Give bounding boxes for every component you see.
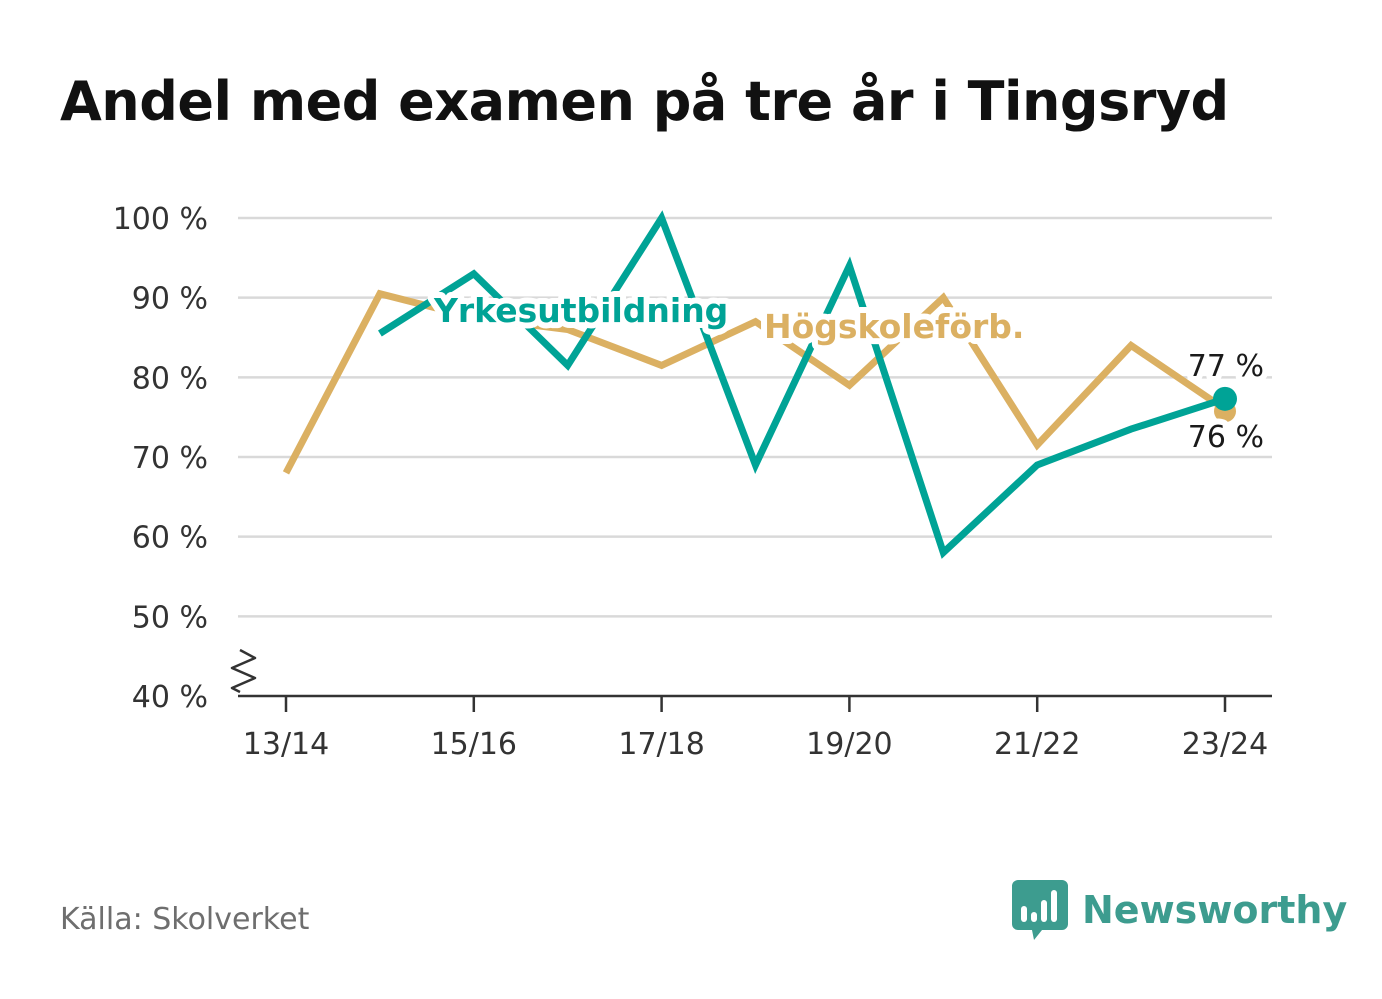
source-note: Källa: Skolverket [60,902,310,937]
brand-name: Newsworthy [1082,888,1348,932]
y-tick-label: 90 % [132,282,208,317]
y-tick-label: 40 % [132,680,208,715]
end-label-yrkesutbildning: 77 % [1188,349,1264,384]
grid-lines [238,216,1272,618]
x-tick-label: 17/18 [618,727,704,762]
series-line-hogskoleforb [282,289,1227,475]
series-label-hogskoleforb-halo: Högskoleförb. [764,307,1024,346]
y-tick-label: 70 % [132,441,208,476]
end-label-hogskoleforb: 76 % [1188,420,1264,455]
x-axis-ticks: 13/14 15/16 17/18 19/20 21/22 23/24 [243,696,1268,762]
x-tick-label: 23/24 [1182,727,1268,762]
y-tick-label: 60 % [132,521,208,556]
x-tick-label: 21/22 [994,727,1080,762]
series-line-yrkesutbildning [378,210,1227,559]
x-tick-label: 19/20 [806,727,892,762]
newsworthy-logo-icon [1012,880,1068,940]
series-label-yrkesutbildning: Yrkesutbildning [433,291,728,330]
chart-title: Andel med examen på tre år i Tingsryd [60,70,1229,133]
x-tick-label: 13/14 [243,727,329,762]
series-lines [282,210,1237,559]
x-axis [230,648,1272,698]
x-tick-label: 15/16 [431,727,517,762]
end-label-yrkesutbildning-halo: 77 % [1188,349,1264,384]
y-tick-label: 50 % [132,600,208,635]
y-axis-ticks: 40 % 50 % 60 % 70 % 80 % 90 % 100 % [113,202,208,715]
end-point-yrkesutbildning [1213,386,1237,411]
axis-break-marker [230,648,257,694]
series-label-yrkesutbildning-halo: Yrkesutbildning [433,291,728,330]
end-label-hogskoleforb-halo: 76 % [1188,420,1264,455]
y-tick-label: 80 % [132,361,208,396]
y-tick-label: 100 % [113,202,208,237]
brand-logo[interactable]: Newsworthy [1012,880,1347,940]
series-label-hogskoleforb: Högskoleförb. [764,307,1024,346]
